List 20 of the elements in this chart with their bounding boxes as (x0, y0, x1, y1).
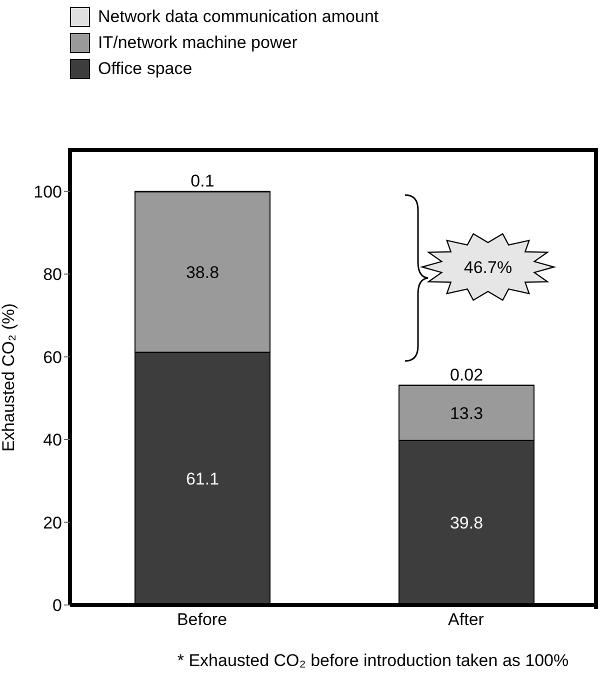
y-tick-label: 40 (43, 430, 62, 450)
legend-label: Network data communication amount (98, 7, 379, 27)
x-tick-label: After (448, 610, 484, 630)
y-tick-label: 0 (52, 596, 62, 616)
data-label: 39.8 (450, 514, 484, 533)
data-label: 0.1 (190, 171, 214, 190)
text: * Exhausted CO₂ before introduction taken as 100% (177, 651, 569, 670)
legend-label: IT/network machine power (98, 33, 298, 53)
legend-label: Office space (98, 59, 192, 79)
y-tick-label: 20 (43, 513, 62, 532)
y-tick-label: 60 (43, 348, 62, 367)
y-tick-label: 100 (34, 182, 62, 202)
data-label: 38.8 (186, 263, 220, 282)
data-label: 13.3 (450, 404, 484, 423)
data-label: 61.1 (186, 470, 220, 489)
y-tick-label: 80 (43, 265, 62, 284)
data-label: 0.02 (450, 365, 484, 384)
y-axis-title: Exhausted CO₂ (%) (0, 303, 18, 452)
x-tick-label: Before (176, 610, 228, 630)
annotation: 46.7% (464, 258, 512, 277)
